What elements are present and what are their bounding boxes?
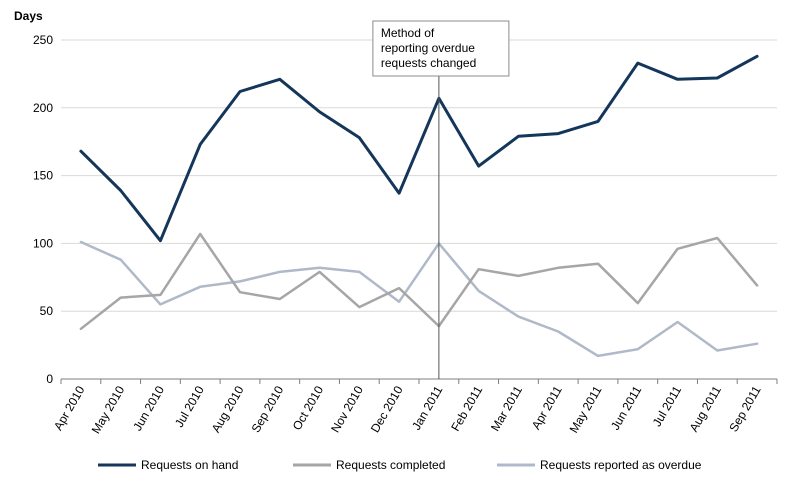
x-tick-label: Jul 2011: [650, 383, 685, 429]
legend-label-requests-reported-as-overdue: Requests reported as overdue: [540, 458, 702, 472]
series-line-requests-reported-as-overdue: [79, 240, 759, 358]
y-tick-label-100: 100: [33, 236, 53, 250]
y-tick-label-250: 250: [33, 33, 53, 47]
legend-label-requests-on-hand: Requests on hand: [141, 458, 238, 472]
series-line-requests-completed: [79, 232, 759, 331]
y-tick-label-150: 150: [33, 169, 53, 183]
x-tick-label: Jun 2011: [608, 383, 645, 432]
x-tick-label: Jul 2010: [172, 383, 207, 430]
legend-label-requests-completed: Requests completed: [336, 458, 445, 472]
series-layer: [79, 54, 759, 358]
x-tick-label: Sep 2011: [726, 383, 764, 434]
x-tick-label: Mar 2011: [488, 383, 525, 433]
x-tick-label: May 2011: [567, 383, 605, 435]
x-tick-label: Nov 2010: [328, 383, 366, 435]
x-tick-label: Aug 2011: [687, 383, 725, 434]
x-tick-label: Apr 2010: [51, 383, 88, 432]
x-tick-label: May 2010: [89, 383, 128, 436]
series-line-requests-on-hand: [79, 54, 759, 243]
x-tick-label: Jan 2011: [409, 383, 446, 432]
x-tick-label: Jun 2010: [130, 383, 167, 433]
annotation-text-line: requests changed: [381, 56, 476, 70]
x-tick-label: Feb 2011: [448, 383, 485, 433]
annotation-box: [372, 20, 510, 77]
x-tick-label: Oct 2010: [290, 383, 327, 432]
y-tick-label-0: 0: [46, 372, 53, 386]
legend: Requests on hand Requests completed Reques…: [98, 458, 702, 472]
y-axis-title: Days: [14, 9, 43, 23]
x-tick-label: Apr 2011: [529, 383, 565, 432]
annotation-text-line: Method of: [381, 26, 435, 40]
x-tick-label: Aug 2010: [209, 383, 247, 435]
x-tick-label: Sep 2010: [249, 383, 287, 435]
x-tick-label: Dec 2010: [368, 383, 406, 435]
y-tick-label-200: 200: [33, 101, 53, 115]
annotation-text-line: reporting overdue: [381, 41, 475, 55]
y-tick-label-50: 50: [40, 304, 54, 318]
